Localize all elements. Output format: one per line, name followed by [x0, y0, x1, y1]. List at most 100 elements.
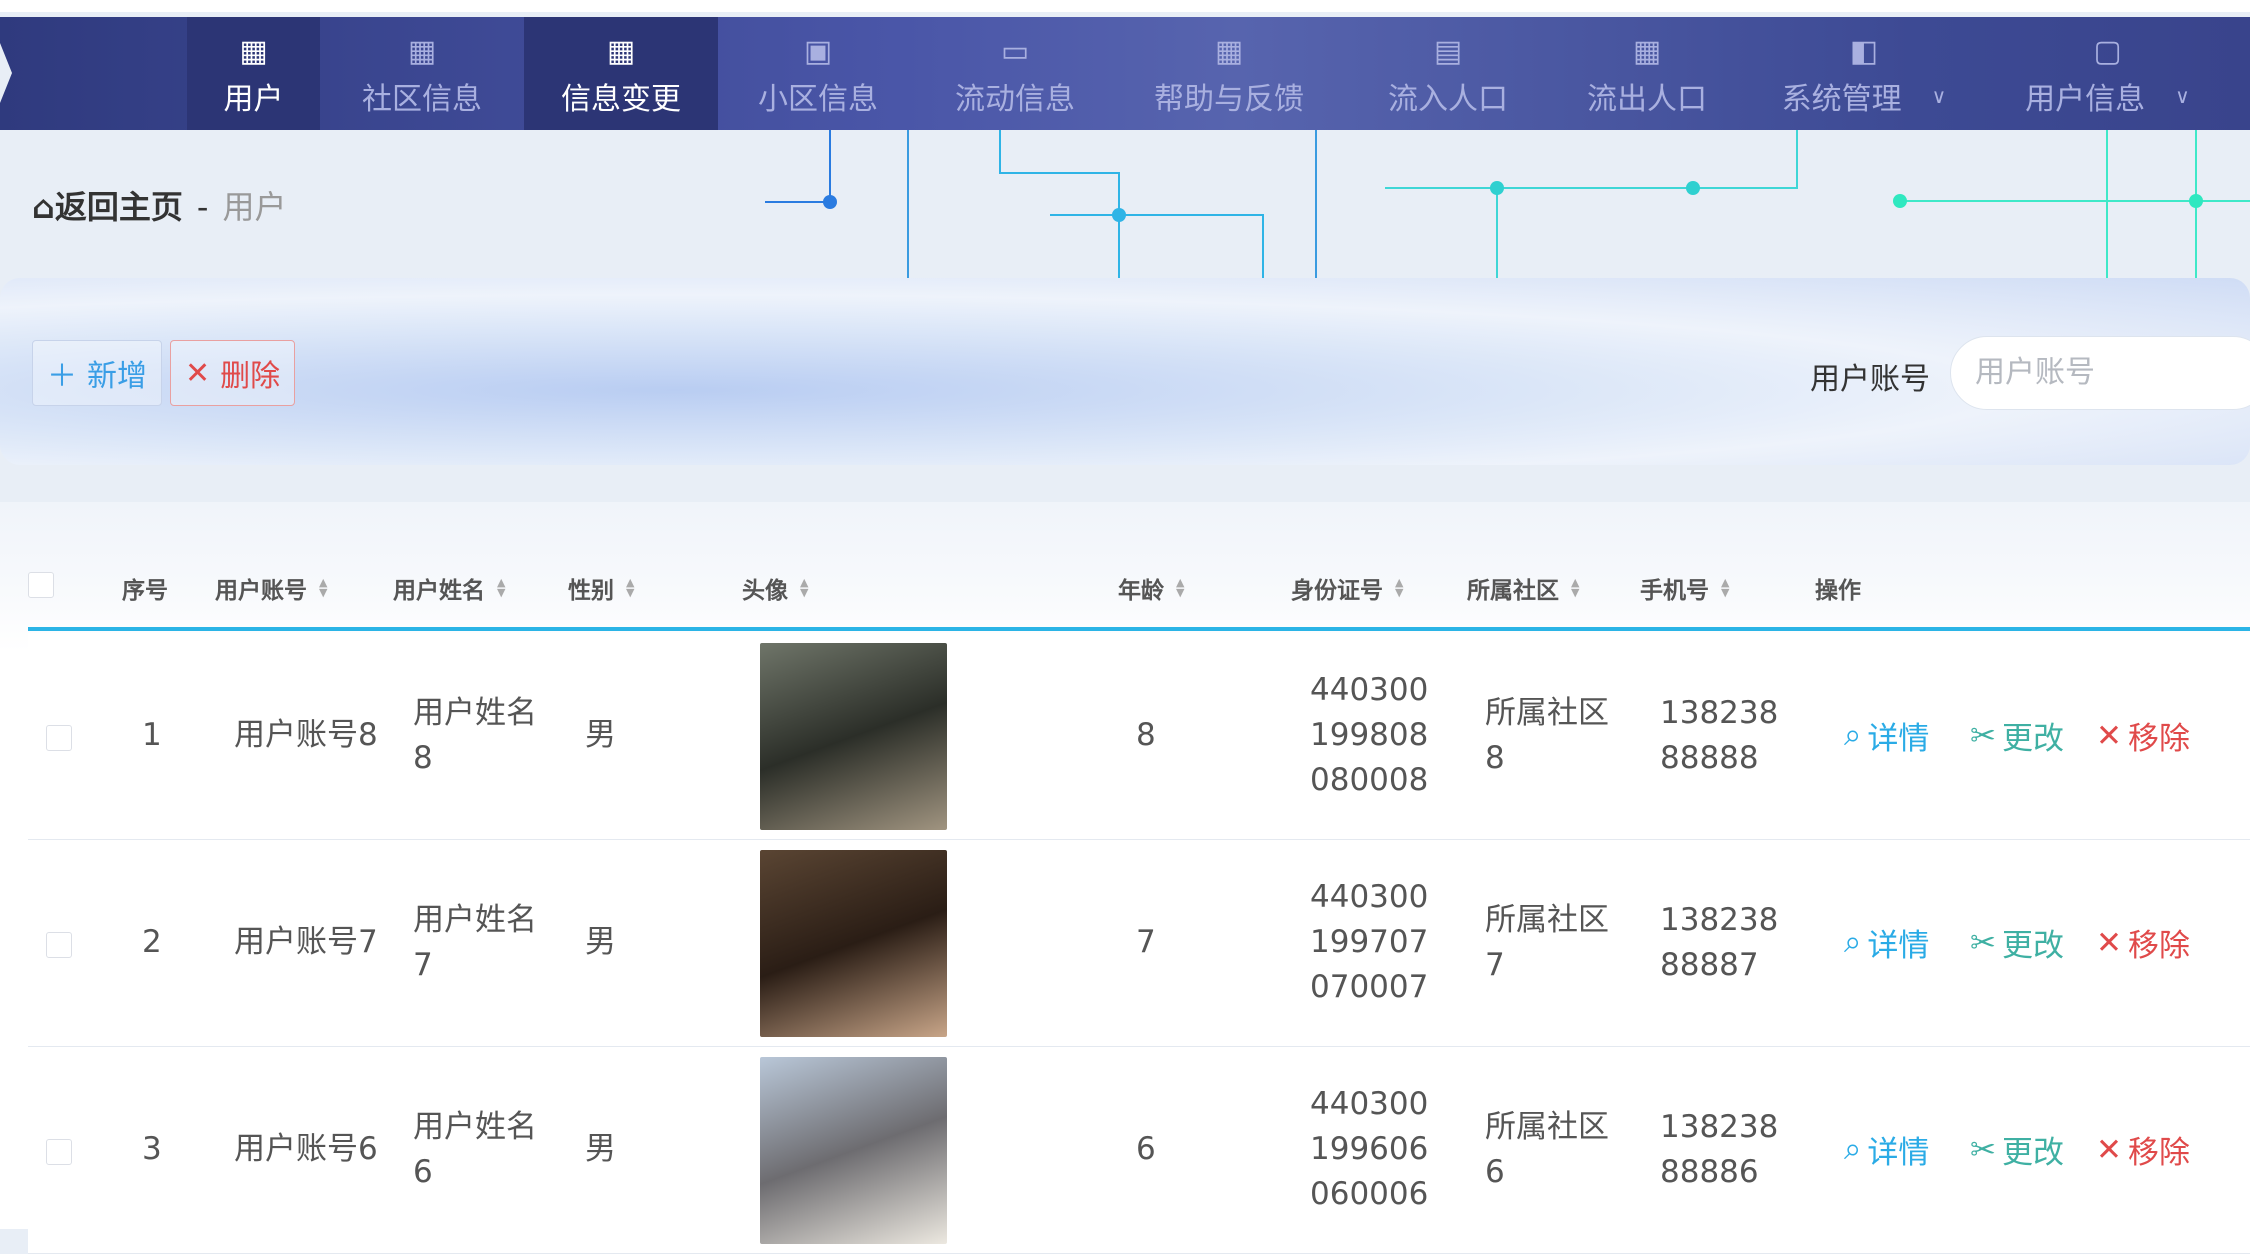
nav-label: 流动信息 [955, 81, 1075, 117]
add-button[interactable]: ＋ 新增 [32, 340, 162, 406]
column-header[interactable]: 年龄 ▲ ▼ [1118, 571, 1184, 605]
age: 7 [1136, 924, 1156, 960]
nav-label: 帮助与反馈 [1154, 81, 1304, 117]
sort-icon[interactable]: ▲ ▼ [1395, 576, 1404, 599]
remove-button[interactable]: ✕ 移除 [2096, 920, 2190, 965]
breadcrumb-separator: - [196, 188, 209, 226]
nav-label: 流入人口 [1388, 81, 1508, 117]
column-header-label: 手机号 [1640, 578, 1709, 604]
detail-label: 详情 [1867, 1135, 1930, 1171]
chevron-down-icon[interactable]: ∨ [2175, 83, 2190, 108]
user-account: 用户账号7 [234, 924, 378, 960]
row-index: 2 [142, 924, 162, 960]
column-header[interactable]: 用户账号 ▲ ▼ [215, 571, 327, 605]
nav-item-1[interactable]: ▦ 社区信息 [320, 17, 524, 130]
column-header: 操作 [1815, 571, 1861, 605]
nav-item-7[interactable]: ▦ 流出人口 [1550, 17, 1744, 130]
nav-item-0[interactable]: ▦ 用户 [187, 17, 320, 130]
chevron-down-icon[interactable]: ∨ [1931, 83, 1947, 108]
remove-label: 移除 [2127, 1135, 2190, 1171]
grid-icon: ▦ [239, 33, 268, 69]
close-icon: ✕ [2096, 717, 2122, 754]
sort-icon[interactable]: ▲ ▼ [800, 576, 809, 599]
column-header[interactable]: 性别 ▲ ▼ [568, 571, 634, 605]
nav-item-4[interactable]: ▭ 流动信息 [918, 17, 1112, 130]
age: 6 [1136, 1131, 1156, 1167]
delete-button[interactable]: ✕ 删除 [170, 340, 296, 406]
nav-collapse-arrow[interactable] [0, 17, 187, 130]
nav-item-3[interactable]: ▣ 小区信息 [718, 17, 918, 130]
id-number: 440300199808080008 [1310, 672, 1429, 798]
header-divider [28, 627, 2250, 631]
column-header[interactable]: 用户姓名 ▲ ▼ [393, 571, 505, 605]
sort-icon[interactable]: ▲ ▼ [1176, 576, 1185, 599]
nav-label: 流出人口 [1587, 81, 1707, 117]
search-label: 用户账号 [1810, 362, 1930, 397]
zoom-search-icon: ⌕ [1844, 1131, 1862, 1167]
column-header[interactable]: 身份证号 ▲ ▼ [1291, 571, 1403, 605]
phone: 13823888888 [1660, 695, 1779, 776]
phone: 13823888886 [1660, 1109, 1779, 1190]
column-header: 序号 [122, 571, 168, 605]
column-header-label: 性别 [568, 578, 614, 604]
nav-item-2[interactable]: ▦ 信息变更 [524, 17, 718, 130]
update-button[interactable]: ✂ 更改 [1970, 920, 2064, 965]
nav-label: 系统管理 [1781, 81, 1902, 117]
detail-button[interactable]: ⌕ 详情 [1844, 920, 1929, 965]
sort-icon[interactable]: ▲ ▼ [1571, 576, 1580, 599]
top-band [0, 0, 2250, 12]
top-nav: ▦ 用户 ▦ 社区信息 ▦ 信息变更 ▣ 小区信息 ▭ 流动信息 ▦ 帮助与反馈 ▤ 流入人口 ▦ 流出人口 ◧… [0, 17, 2250, 130]
phone: 13823888887 [1660, 902, 1779, 983]
update-button[interactable]: ✂ 更改 [1970, 1127, 2064, 1172]
plus-icon: ＋ [47, 359, 77, 394]
remove-button[interactable]: ✕ 移除 [2096, 713, 2190, 758]
column-header-label: 用户姓名 [393, 578, 485, 604]
wallet-icon: ◧ [1849, 33, 1879, 69]
remove-label: 移除 [2127, 928, 2190, 964]
remove-button[interactable]: ✕ 移除 [2096, 1127, 2190, 1172]
breadcrumb-home[interactable]: 返回主页 [54, 188, 183, 226]
user-name: 用户姓名6 [413, 1109, 537, 1190]
row-checkbox[interactable] [46, 1139, 72, 1165]
column-header-label: 头像 [742, 578, 788, 604]
update-label: 更改 [2001, 928, 2064, 964]
community: 所属社区7 [1485, 902, 1609, 983]
chat-icon: ▤ [1433, 33, 1463, 69]
detail-button[interactable]: ⌕ 详情 [1844, 713, 1929, 758]
update-label: 更改 [2001, 1135, 2064, 1171]
table-row: 2 用户账号7 用户姓名7 男 7 440300199707070007 所属社… [28, 840, 2250, 1047]
nav-item-9[interactable]: ▢ 用户信息 ∨ [1984, 17, 2231, 130]
nav-item-8[interactable]: ◧ 系统管理 ∨ [1744, 17, 1984, 130]
gender: 男 [585, 924, 616, 960]
tools-icon: ✂ [1970, 924, 1996, 961]
column-header[interactable]: 所属社区 ▲ ▼ [1467, 571, 1579, 605]
column-header-label: 序号 [122, 578, 168, 604]
row-checkbox[interactable] [46, 932, 72, 958]
gender: 男 [585, 717, 616, 753]
id-number: 440300199606060006 [1310, 1086, 1429, 1212]
detail-label: 详情 [1867, 928, 1930, 964]
detail-button[interactable]: ⌕ 详情 [1844, 1127, 1929, 1172]
breadcrumb: ⌂返回主页 - 用户 [32, 182, 286, 228]
nav-label: 用户 [223, 81, 284, 117]
home-icon[interactable]: ⌂ [32, 188, 55, 226]
sort-icon[interactable]: ▲ ▼ [1721, 576, 1730, 599]
update-button[interactable]: ✂ 更改 [1970, 713, 2064, 758]
search-input[interactable] [1950, 336, 2250, 410]
breadcrumb-current: 用户 [222, 188, 287, 226]
toolbar-panel [0, 278, 2250, 465]
nav-item-6[interactable]: ▤ 流入人口 [1346, 17, 1550, 130]
select-all-checkbox[interactable] [28, 572, 54, 598]
column-header-label: 所属社区 [1467, 578, 1559, 604]
grid-icon: ▦ [1632, 33, 1662, 69]
column-header[interactable]: 手机号 ▲ ▼ [1640, 571, 1729, 605]
row-checkbox[interactable] [46, 725, 72, 751]
column-header-label: 年龄 [1118, 578, 1164, 604]
nav-item-5[interactable]: ▦ 帮助与反馈 [1112, 17, 1346, 130]
sort-icon[interactable]: ▲ ▼ [319, 576, 328, 599]
user-name: 用户姓名8 [413, 695, 537, 776]
column-header[interactable]: 头像 ▲ ▼ [742, 571, 808, 605]
community: 所属社区6 [1485, 1109, 1609, 1190]
sort-icon[interactable]: ▲ ▼ [626, 576, 635, 599]
sort-icon[interactable]: ▲ ▼ [497, 576, 506, 599]
